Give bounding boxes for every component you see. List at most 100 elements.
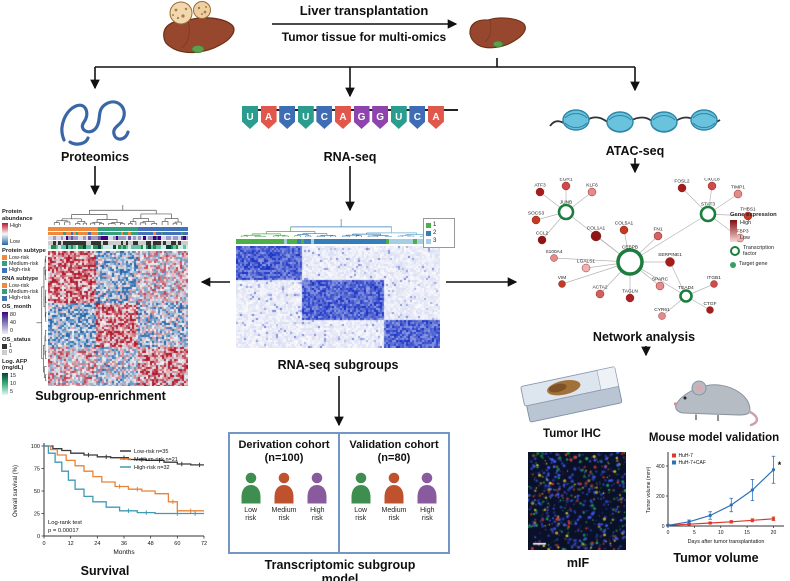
svg-text:LGALS1: LGALS1 <box>577 259 595 265</box>
proteomics-label: Proteomics <box>60 150 130 164</box>
legend-group: OS_month 80 40 0 <box>2 304 32 334</box>
svg-text:ATF3: ATF3 <box>534 183 546 189</box>
person-icon-medium-risk: Medium risk <box>268 472 300 522</box>
rnaseq-subgroups-label: RNA-seq subgroups <box>277 358 399 372</box>
derivation-cohort-persons: Low risk Medium risk High risk <box>230 472 338 522</box>
proteomics-heatmap-panel: Protein abundance High Low Protein subtype L… <box>2 204 194 395</box>
svg-text:60: 60 <box>174 541 180 547</box>
svg-text:24: 24 <box>94 541 100 547</box>
legend-group: OS_status 1 0 <box>2 336 31 356</box>
svg-text:FN1: FN1 <box>653 227 662 233</box>
svg-text:0: 0 <box>662 524 665 530</box>
svg-text:JUNB: JUNB <box>560 200 573 206</box>
svg-text:72: 72 <box>201 541 207 547</box>
svg-text:CEBPB: CEBPB <box>622 245 638 251</box>
nucleosome-chain-icon <box>549 109 721 133</box>
svg-text:Low-risk n=35: Low-risk n=35 <box>134 449 168 455</box>
svg-text:FOSL2: FOSL2 <box>674 179 690 185</box>
svg-text:SPARC: SPARC <box>652 277 669 283</box>
rna-base-C: C <box>279 106 296 129</box>
person-icon-medium-risk: Medium risk <box>378 472 410 522</box>
svg-text:*: * <box>778 460 782 470</box>
person-icon-low-risk: Low risk <box>235 472 267 522</box>
legend-group: Protein abundance High Low <box>2 209 33 245</box>
rna-base-A: A <box>260 106 277 129</box>
svg-text:ITGB1: ITGB1 <box>707 275 721 281</box>
svg-text:0: 0 <box>667 530 670 536</box>
target-legend-label: Target gene <box>739 260 768 267</box>
survival-label: Survival <box>80 564 130 578</box>
derivation-n-text: (n=100) <box>264 452 304 464</box>
legend-group: Log. AFP (mg/dL) 15 10 5 <box>2 358 28 395</box>
consensus-heatmap <box>236 246 440 348</box>
tf-legend-label: Transcription factor <box>743 244 774 258</box>
svg-text:20: 20 <box>771 530 777 536</box>
rna-base-A: A <box>334 106 351 129</box>
target-gene-icon <box>730 261 736 268</box>
legend-high-label: High <box>740 219 752 226</box>
subgroup-annotation-bar <box>236 239 441 244</box>
donor-liver-illustration <box>163 1 235 54</box>
svg-text:12: 12 <box>68 541 74 547</box>
svg-text:Medium-risk n=21: Medium-risk n=21 <box>134 457 178 463</box>
svg-text:HuH-7+CAF: HuH-7+CAF <box>679 460 706 466</box>
svg-text:p = 0.00017: p = 0.00017 <box>48 528 79 534</box>
svg-text:0: 0 <box>37 534 40 540</box>
svg-text:15: 15 <box>744 530 750 536</box>
svg-text:EGR1: EGR1 <box>559 178 572 183</box>
svg-text:5: 5 <box>693 530 696 536</box>
svg-text:TIMP1: TIMP1 <box>731 185 745 191</box>
person-icon-high-risk: High risk <box>301 472 333 522</box>
svg-text:400: 400 <box>656 464 665 470</box>
svg-text:SERPINE1: SERPINE1 <box>658 252 682 258</box>
svg-text:Overall survival (%): Overall survival (%) <box>13 465 19 517</box>
rna-base-U: U <box>297 106 314 129</box>
ihc-slides-illustration <box>520 366 623 423</box>
svg-text:Log-rank test: Log-rank test <box>48 520 82 526</box>
legend-group: RNA subtype Low-risk Medium-risk High-risk <box>2 276 39 302</box>
person-icon-low-risk: Low risk <box>345 472 377 522</box>
svg-text:COL1A1: COL1A1 <box>587 226 606 232</box>
svg-text:VIM: VIM <box>558 275 567 281</box>
svg-text:75: 75 <box>34 467 40 473</box>
svg-text:CCL2: CCL2 <box>536 231 549 237</box>
validation-cohort-persons: Low risk Medium risk High risk <box>340 472 448 522</box>
tumor-ihc-label: Tumor IHC <box>543 428 601 440</box>
rna-base-A: A <box>427 106 444 129</box>
subgroup-enrichment-label: Subgroup-enrichment <box>35 389 166 403</box>
svg-text:SOCS3: SOCS3 <box>528 211 545 217</box>
svg-text:Tumor volume (mm³): Tumor volume (mm³) <box>646 466 652 513</box>
rnaseq-label: RNA-seq <box>323 150 377 164</box>
mouse-illustration <box>673 380 759 427</box>
svg-text:CXCL8: CXCL8 <box>704 178 720 183</box>
kaplan-meier-plot: 0 25 50 75 100 0 12 24 36 48 60 72 Low-risk n=35 Medi… <box>13 443 207 556</box>
validation-title-text: Validation cohort <box>349 439 439 451</box>
svg-text:ACTA2: ACTA2 <box>592 285 607 291</box>
network-analysis-label: Network analysis <box>592 330 696 344</box>
rna-base-U: U <box>390 106 407 129</box>
validation-cohort-panel: Validation cohort (n=80) Low risk Medium ri… <box>338 434 448 552</box>
rna-base-G: G <box>353 106 370 129</box>
derivation-title-text: Derivation cohort <box>238 439 330 451</box>
expression-heatmap <box>48 251 188 386</box>
header-title: Liver transplantation <box>299 3 429 18</box>
svg-text:KLF6: KLF6 <box>586 183 598 189</box>
protein-squiggle-icon <box>60 100 130 146</box>
transcription-factor-icon <box>730 245 740 256</box>
svg-text:COL5A1: COL5A1 <box>615 221 634 227</box>
recipient-liver-illustration <box>469 17 526 49</box>
mif-label: mIF <box>566 556 590 570</box>
svg-text:High-risk n=32: High-risk n=32 <box>134 465 170 471</box>
svg-text:50: 50 <box>34 489 40 495</box>
svg-text:IGFBP3: IGFBP3 <box>731 229 748 235</box>
subgroup-dendrogram <box>240 219 436 237</box>
svg-text:Months: Months <box>113 549 135 556</box>
person-icon-high-risk: High risk <box>411 472 443 522</box>
atacseq-label: ATAC-seq <box>605 144 665 158</box>
svg-text:10: 10 <box>718 530 724 536</box>
expression-gradient-bar <box>730 219 737 242</box>
